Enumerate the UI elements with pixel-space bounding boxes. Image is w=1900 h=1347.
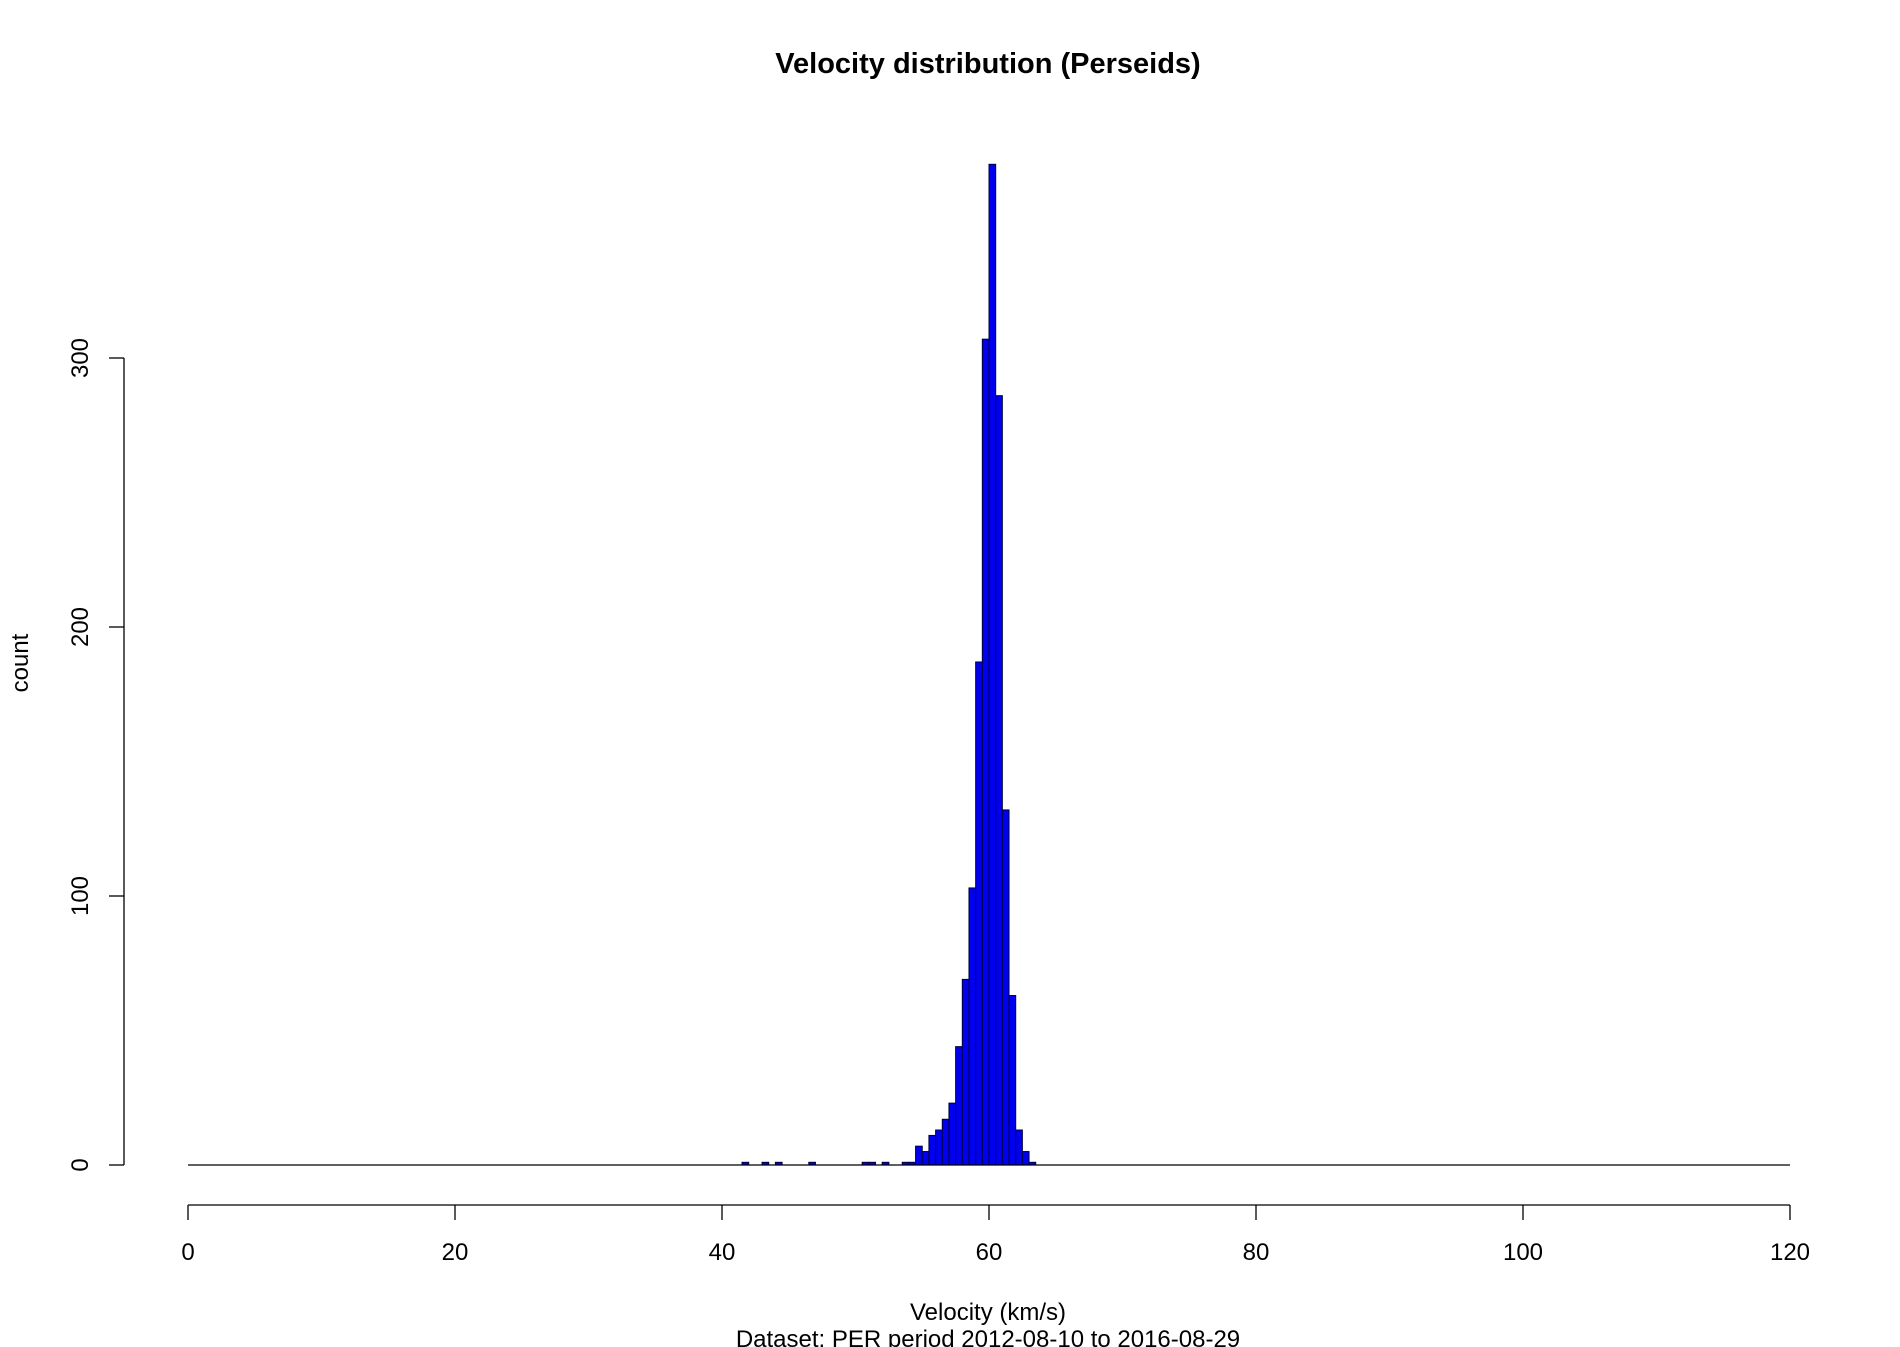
histogram-bar xyxy=(981,338,990,1166)
x-tick-label: 20 xyxy=(442,1239,469,1266)
histogram-bar xyxy=(988,163,997,1166)
x-tick-label: 100 xyxy=(1503,1239,1543,1266)
histogram-bar xyxy=(995,395,1003,1166)
histogram-bar xyxy=(921,1151,930,1166)
histogram-bar xyxy=(955,1046,963,1166)
x-axis: 0 20 40 60 80 100 120 xyxy=(181,1204,1810,1266)
y-axis-label: count xyxy=(7,633,34,692)
y-tick-label: 300 xyxy=(67,338,94,378)
histogram-bar xyxy=(968,887,977,1166)
histogram-bars xyxy=(741,163,1037,1166)
histogram-bar xyxy=(928,1134,937,1166)
histogram-bar xyxy=(1015,1129,1023,1166)
histogram-bar xyxy=(915,1145,923,1166)
histogram-bar xyxy=(961,978,970,1166)
histogram-bar xyxy=(941,1118,950,1166)
x-axis-label: Velocity (km/s) xyxy=(910,1299,1066,1326)
chart-subtitle: Dataset: PER period 2012-08-10 to 2016-0… xyxy=(736,1326,1240,1347)
y-tick-label: 0 xyxy=(67,1158,94,1171)
histogram-bar xyxy=(1021,1151,1030,1166)
histogram-bar xyxy=(1008,995,1017,1166)
histogram-bar xyxy=(948,1102,957,1166)
histogram-bar xyxy=(935,1129,943,1166)
histogram-bar xyxy=(975,661,983,1166)
chart-title: Velocity distribution (Perseids) xyxy=(775,48,1200,80)
y-tick-label: 200 xyxy=(67,607,94,647)
histogram-bar xyxy=(1001,809,1010,1166)
x-tick-label: 0 xyxy=(181,1239,194,1266)
x-tick-label: 120 xyxy=(1770,1239,1810,1266)
x-tick-label: 80 xyxy=(1243,1239,1270,1266)
x-tick-label: 60 xyxy=(976,1239,1003,1266)
y-axis: 0 100 200 300 xyxy=(67,338,125,1172)
x-tick-label: 40 xyxy=(709,1239,736,1266)
y-tick-label: 100 xyxy=(67,876,94,916)
